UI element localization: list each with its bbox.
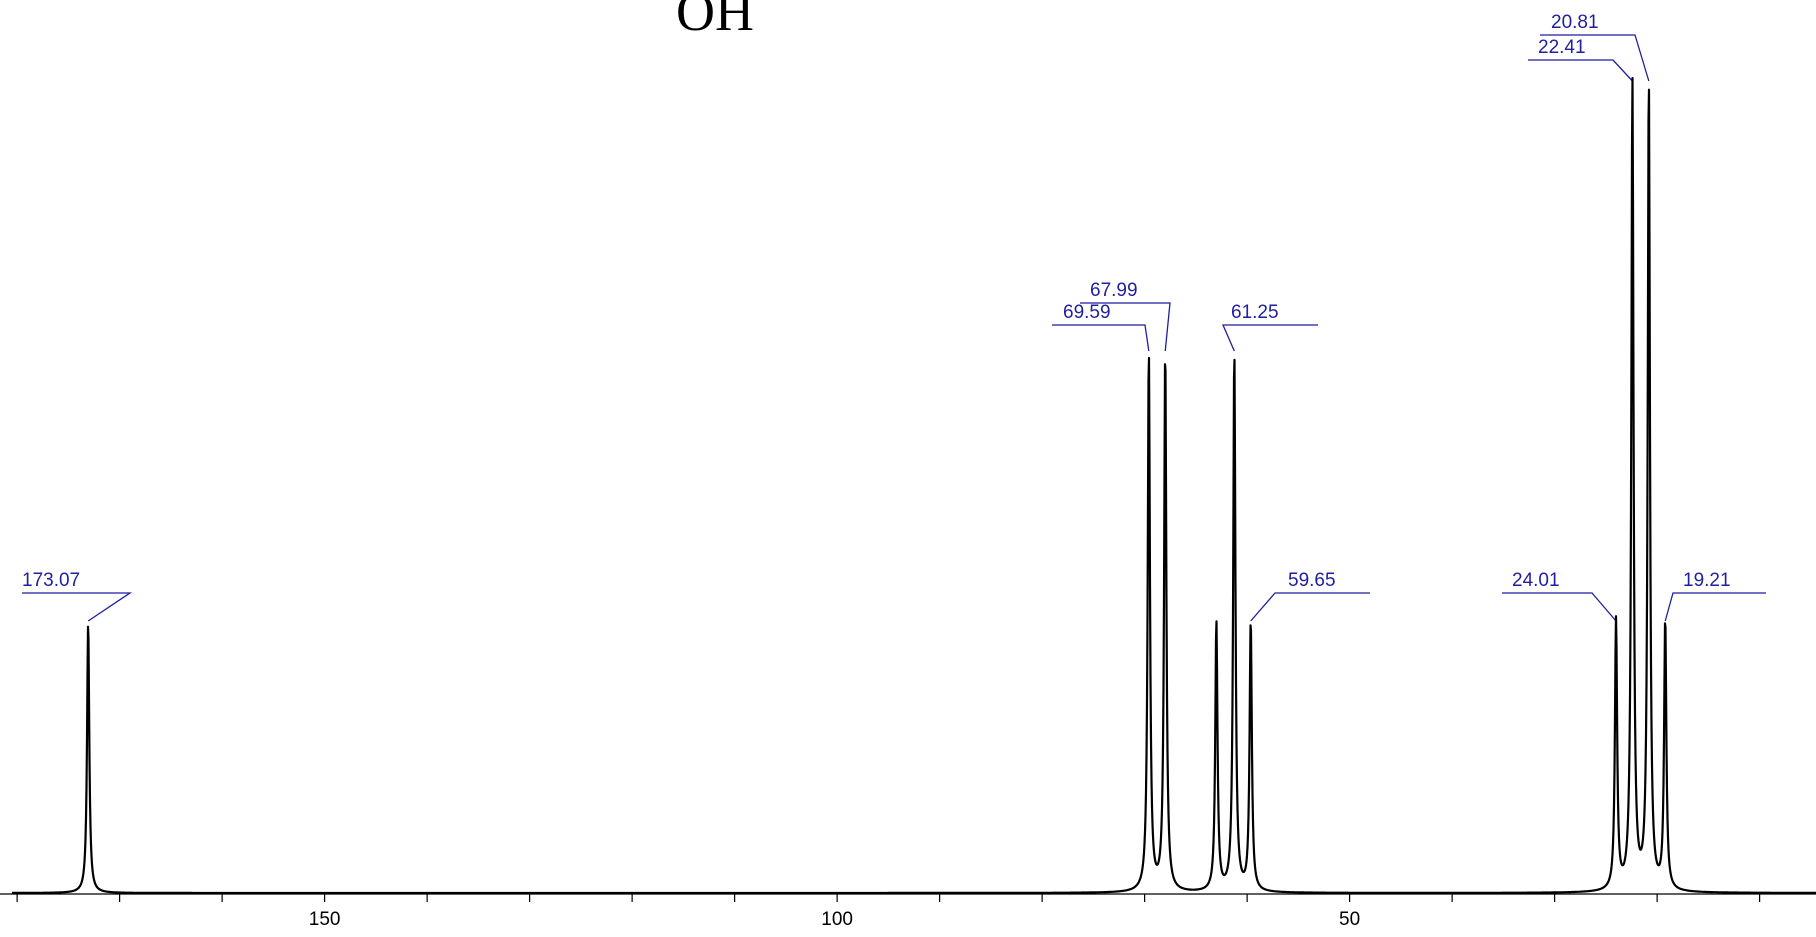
- spectrum-line: [11, 77, 1816, 895]
- peak-label: 20.81: [1551, 12, 1599, 33]
- peak-label: 24.01: [1512, 570, 1560, 591]
- spectrum-trace: [11, 77, 1816, 895]
- tick-label: 50: [1339, 909, 1360, 930]
- peak-callout-line: [1528, 59, 1633, 82]
- peak-label: 67.99: [1090, 280, 1138, 301]
- peak-callout-line: [1080, 302, 1171, 352]
- peak-callout-line: [22, 592, 133, 622]
- ppm-axis: 150 100 50: [0, 893, 1816, 930]
- tick-label: 150: [309, 909, 341, 930]
- peak-callout-line: [1052, 324, 1150, 352]
- peak-callout-line: [1540, 34, 1650, 82]
- structure-fragment-oh: OH: [676, 0, 754, 42]
- tick-label: 100: [821, 909, 853, 930]
- peak-callout-line: [1664, 592, 1766, 622]
- peak-callout-line: [1250, 592, 1370, 622]
- peak-callout-line: [1222, 324, 1318, 352]
- peak-label: 61.25: [1231, 302, 1279, 323]
- peak-callout-line: [1502, 592, 1617, 622]
- peak-label: 69.59: [1063, 302, 1111, 323]
- peak-label: 59.65: [1288, 570, 1336, 591]
- peak-label: 173.07: [22, 570, 80, 591]
- peak-label: 19.21: [1683, 570, 1731, 591]
- peak-label: 22.41: [1538, 37, 1586, 58]
